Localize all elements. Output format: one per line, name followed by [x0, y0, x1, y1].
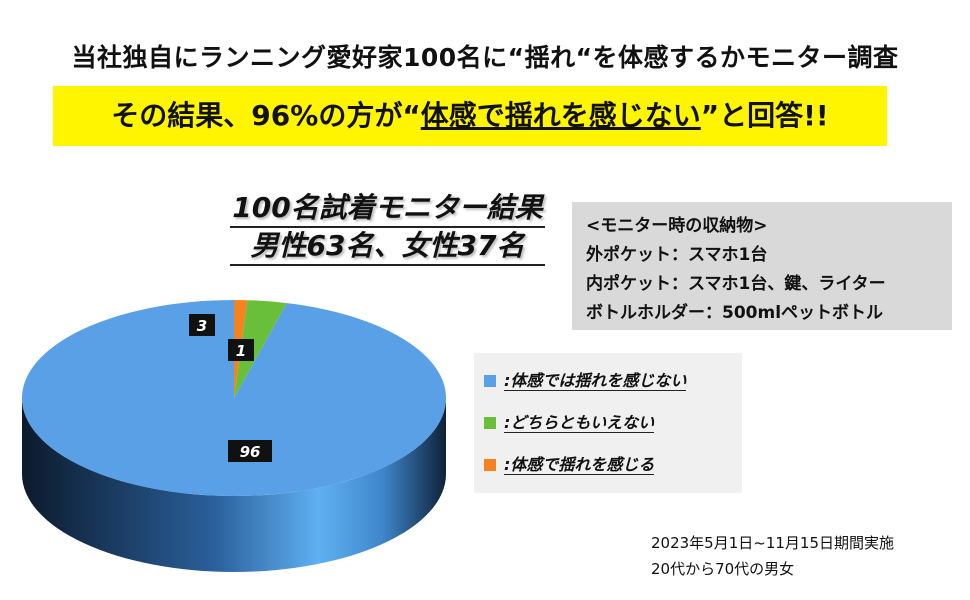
pie-slice-neutral: [234, 300, 287, 398]
pie-chart: 96 3 1: [22, 300, 447, 572]
legend-item-no-shake: :体感では揺れを感じない: [484, 370, 687, 392]
banner-prefix: その結果、96%の方が“: [111, 99, 421, 132]
survey-headline: 当社独自にランニング愛好家100名に“揺れ“を体感するかモニター調査: [71, 43, 899, 72]
data-label: 3: [197, 317, 207, 335]
legend-label: :体感で揺れを感じる: [504, 454, 655, 475]
survey-period: 2023年5月1日~11月15日期間実施: [651, 534, 895, 552]
legend-item-neutral: :どちらともいえない: [484, 412, 655, 434]
legend-label: :どちらともいえない: [504, 412, 655, 433]
banner-emphasis: 体感で揺れを感じない: [420, 99, 701, 132]
legend-swatch: [484, 417, 496, 429]
survey-ages: 20代から70代の男女: [651, 560, 795, 578]
legend-swatch: [484, 459, 496, 471]
result-banner: その結果、96%の方が“体感で揺れを感じない”と回答!!: [53, 86, 887, 146]
data-label-bg: [189, 314, 215, 336]
legend-item-shake: :体感で揺れを感じる: [484, 454, 655, 476]
storage-info-line: 内ポケット：スマホ1台、鍵、ライター: [586, 274, 886, 294]
survey-footnote: 2023年5月1日~11月15日期間実施 20代から70代の男女: [651, 530, 894, 582]
storage-info-line: 外ポケット：スマホ1台: [586, 245, 768, 265]
legend-swatch: [484, 375, 496, 387]
pie-side-wall: [22, 398, 446, 572]
chart-subtitle: 男性63名、女性37名: [230, 228, 545, 266]
legend-label: :体感では揺れを感じない: [504, 370, 687, 391]
chart-legend: :体感では揺れを感じない :どちらともいえない :体感で揺れを感じる: [474, 353, 742, 493]
storage-info-box: <モニター時の収納物> 外ポケット：スマホ1台 内ポケット：スマホ1台、鍵、ライ…: [572, 202, 952, 330]
chart-title-block: 100名試着モニター結果 男性63名、女性37名: [220, 190, 555, 266]
storage-info-title: <モニター時の収納物>: [586, 216, 768, 236]
pie-slice-no-shake: [22, 300, 447, 496]
chart-title: 100名試着モニター結果: [230, 190, 545, 228]
data-label-bg: [228, 339, 254, 361]
banner-suffix: ”と回答!!: [700, 99, 829, 132]
data-label: 96: [240, 443, 261, 461]
data-label: 1: [236, 342, 246, 360]
data-label-bg: [228, 440, 272, 462]
storage-info-line: ボトルホルダー：500mlペットボトル: [586, 303, 884, 323]
